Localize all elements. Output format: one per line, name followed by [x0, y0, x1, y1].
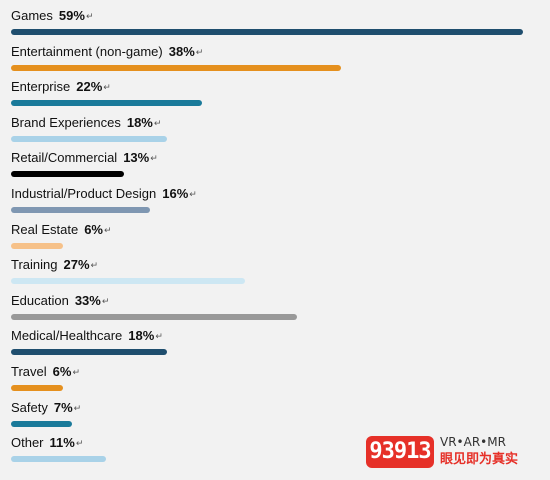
bar-row: Training 27%↵	[11, 257, 541, 293]
bar-row: Safety 7%↵	[11, 400, 541, 436]
watermark-logo: 93913 VR•AR•MR 眼见即为真实	[366, 435, 542, 470]
value-label: 27%	[63, 257, 90, 273]
bar	[11, 207, 150, 213]
bar	[11, 420, 72, 427]
value-label: 38%	[168, 43, 195, 59]
category-label: Retail/Commercial	[11, 150, 118, 166]
category-label: Industrial/Product Design	[11, 186, 157, 201]
bar-row: Retail/Commercial 13%↵	[11, 150, 541, 186]
value-label: 13%	[123, 150, 150, 166]
category-label: Brand Experiences	[11, 114, 121, 130]
bar-label: Education 33%↵	[11, 293, 109, 309]
bar	[11, 385, 63, 391]
value-label: 22%	[76, 79, 103, 95]
bar-label: Enterprise 22%↵	[11, 79, 111, 95]
value-label: 11%	[49, 435, 75, 451]
category-label: Enterprise	[11, 79, 71, 95]
category-label: Travel	[11, 364, 47, 379]
return-mark-icon: ↵	[155, 331, 163, 342]
bar	[11, 278, 245, 285]
bar-label: Entertainment (non-game) 38%↵	[11, 44, 203, 60]
value-label: 16%	[162, 186, 189, 201]
return-mark-icon: ↵	[195, 46, 204, 57]
value-label: 59%	[58, 8, 85, 23]
category-label: Real Estate	[11, 221, 79, 237]
return-mark-icon: ↵	[101, 295, 110, 306]
category-label: Other	[11, 435, 44, 451]
logo-tagline-en: VR•AR•MR	[440, 435, 506, 449]
bar	[11, 135, 167, 142]
bar-label: Brand Experiences 18%↵	[11, 115, 161, 131]
bar	[11, 64, 341, 71]
return-mark-icon: ↵	[73, 402, 82, 413]
bar-label: Travel 6%↵	[11, 364, 80, 380]
return-mark-icon: ↵	[90, 260, 99, 271]
bar-row: Games 59%↵	[11, 8, 541, 44]
bar	[11, 456, 106, 463]
return-mark-icon: ↵	[75, 438, 84, 449]
bar-row: Other 11%↵	[11, 435, 541, 471]
bar-row: Real Estate 6%↵	[11, 222, 541, 258]
return-mark-icon: ↵	[189, 189, 197, 199]
bar-row: Medical/Healthcare 18%↵	[11, 328, 541, 364]
bar	[11, 313, 297, 320]
value-label: 7%	[53, 399, 73, 415]
bar-label: Games 59%↵	[11, 8, 93, 24]
bar-row: Industrial/Product Design 16%↵	[11, 186, 541, 222]
bar	[11, 171, 124, 178]
bar-row: Entertainment (non-game) 38%↵	[11, 44, 541, 80]
bar-label: Industrial/Product Design 16%↵	[11, 186, 197, 202]
bar	[11, 100, 202, 107]
return-mark-icon: ↵	[103, 82, 111, 93]
category-label: Medical/Healthcare	[11, 328, 123, 344]
bar-label: Retail/Commercial 13%↵	[11, 150, 158, 166]
category-label: Education	[11, 292, 69, 308]
category-label: Games	[11, 8, 53, 23]
bar	[11, 29, 523, 35]
bar	[11, 242, 63, 249]
category-label: Safety	[11, 399, 48, 415]
value-label: 6%	[52, 364, 72, 379]
value-label: 18%	[126, 114, 153, 130]
logo-tagline-cn: 眼见即为真实	[440, 452, 519, 467]
return-mark-icon: ↵	[104, 224, 112, 235]
value-label: 6%	[84, 221, 103, 237]
bar-row: Education 33%↵	[11, 293, 541, 329]
return-mark-icon: ↵	[85, 11, 94, 21]
category-label: Training	[11, 257, 58, 273]
bar-row: Travel 6%↵	[11, 364, 541, 400]
bar-label: Real Estate 6%↵	[11, 222, 112, 238]
logo-badge: 93913	[366, 436, 434, 468]
category-label: Entertainment (non-game)	[11, 43, 163, 59]
bar-label: Safety 7%↵	[11, 400, 81, 416]
bar-row: Brand Experiences 18%↵	[11, 115, 541, 151]
return-mark-icon: ↵	[72, 367, 80, 377]
bar-label: Training 27%↵	[11, 257, 98, 273]
return-mark-icon: ↵	[153, 117, 162, 128]
bar-label: Other 11%↵	[11, 435, 83, 451]
value-label: 33%	[74, 292, 101, 308]
bar-label: Medical/Healthcare 18%↵	[11, 328, 163, 344]
bar-row: Enterprise 22%↵	[11, 79, 541, 115]
bar	[11, 349, 167, 356]
return-mark-icon: ↵	[150, 153, 158, 164]
value-label: 18%	[128, 328, 155, 344]
